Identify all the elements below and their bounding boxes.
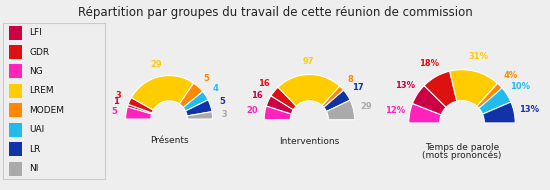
Text: 4%: 4% <box>503 71 518 80</box>
Text: Temps de parole: Temps de parole <box>425 143 499 152</box>
Wedge shape <box>266 96 293 114</box>
Wedge shape <box>424 71 457 107</box>
Text: 5: 5 <box>204 74 210 82</box>
Wedge shape <box>322 86 344 107</box>
Wedge shape <box>278 74 340 106</box>
Wedge shape <box>128 98 153 113</box>
Text: 1: 1 <box>113 97 119 106</box>
Wedge shape <box>271 87 296 110</box>
Text: Répartition par groupes du travail de cette réunion de commission: Répartition par groupes du travail de ce… <box>78 6 472 19</box>
Text: 16: 16 <box>251 91 263 100</box>
Text: 18%: 18% <box>419 59 438 68</box>
Text: 5: 5 <box>111 107 117 116</box>
FancyBboxPatch shape <box>9 64 22 78</box>
Text: 12%: 12% <box>385 106 405 115</box>
Wedge shape <box>125 107 152 119</box>
Text: 17: 17 <box>352 83 364 93</box>
Text: 29: 29 <box>360 102 372 111</box>
Text: 10%: 10% <box>510 82 530 91</box>
Wedge shape <box>482 102 515 123</box>
Wedge shape <box>412 86 446 115</box>
Text: 16: 16 <box>258 79 270 88</box>
FancyBboxPatch shape <box>9 162 22 176</box>
FancyBboxPatch shape <box>9 142 22 156</box>
FancyBboxPatch shape <box>9 45 22 59</box>
Text: UAI: UAI <box>29 125 45 134</box>
Text: 31%: 31% <box>469 52 489 61</box>
Text: 29: 29 <box>151 60 162 69</box>
FancyBboxPatch shape <box>9 84 22 98</box>
Text: LR: LR <box>29 145 41 154</box>
FancyBboxPatch shape <box>9 25 22 40</box>
Text: 3: 3 <box>116 91 122 101</box>
Wedge shape <box>450 70 498 106</box>
Text: Présents: Présents <box>150 135 189 145</box>
Wedge shape <box>479 88 511 114</box>
Text: 8: 8 <box>348 75 354 84</box>
Text: 4: 4 <box>213 85 219 93</box>
Text: 13%: 13% <box>519 105 539 114</box>
Text: GDR: GDR <box>29 48 50 56</box>
FancyBboxPatch shape <box>9 123 22 137</box>
FancyBboxPatch shape <box>9 103 22 117</box>
Text: 20: 20 <box>246 106 258 115</box>
Wedge shape <box>324 90 350 112</box>
Text: LFI: LFI <box>29 28 42 37</box>
Text: Interventions: Interventions <box>279 137 339 146</box>
Text: 5: 5 <box>219 97 225 106</box>
Text: NI: NI <box>29 164 38 173</box>
Text: 3: 3 <box>222 110 228 119</box>
Text: LREM: LREM <box>29 86 54 95</box>
Wedge shape <box>179 83 203 108</box>
Wedge shape <box>183 92 208 111</box>
Text: (mots prononcés): (mots prononcés) <box>422 151 502 160</box>
Wedge shape <box>185 100 212 116</box>
Wedge shape <box>131 76 194 110</box>
Wedge shape <box>128 105 152 114</box>
Wedge shape <box>327 100 355 120</box>
Text: MODEM: MODEM <box>29 106 64 115</box>
Wedge shape <box>477 83 502 108</box>
Text: NG: NG <box>29 67 43 76</box>
Text: 97: 97 <box>302 57 314 66</box>
Wedge shape <box>187 112 213 119</box>
Wedge shape <box>409 104 441 123</box>
Wedge shape <box>264 106 292 120</box>
Text: 13%: 13% <box>395 81 415 90</box>
